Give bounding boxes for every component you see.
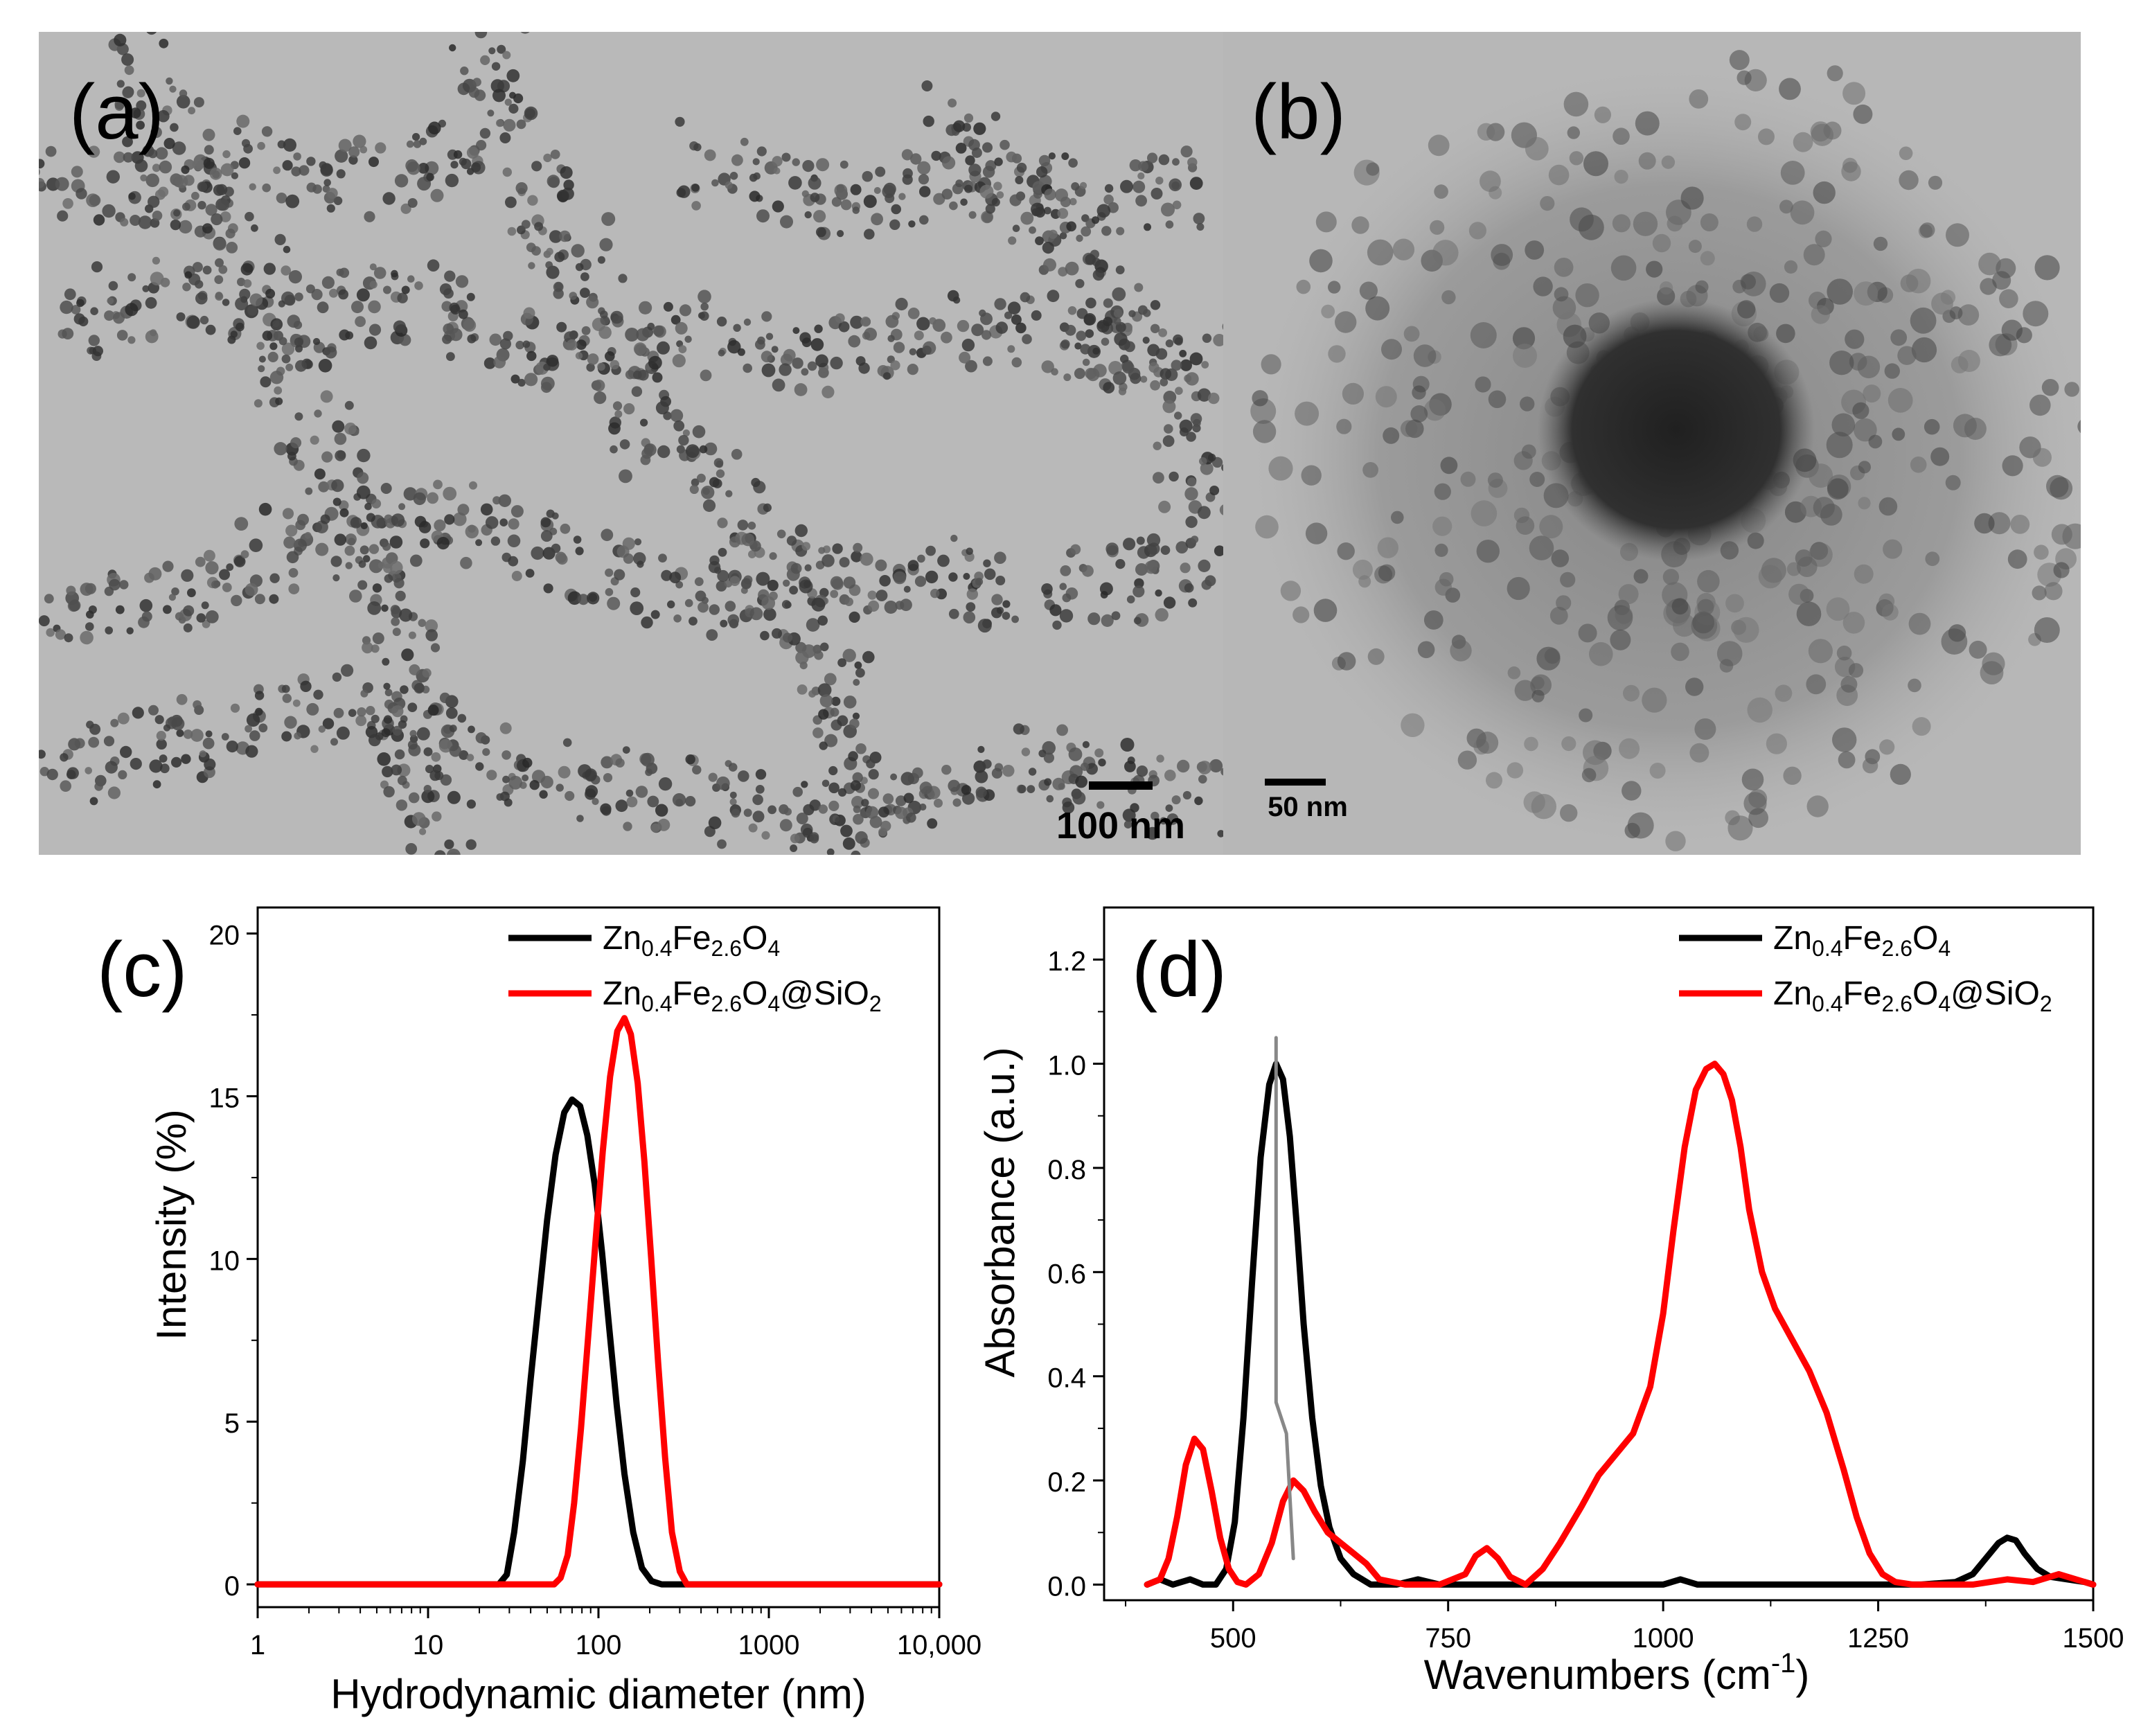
y-tick-label: 5 — [224, 1408, 240, 1439]
legend-label: Zn0.4Fe2.6O4@SiO2 — [603, 975, 882, 1016]
panel-label-a: (a) — [69, 69, 164, 155]
legend-d: Zn0.4Fe2.6O4 Zn0.4Fe2.6O4@SiO2 — [1679, 920, 2052, 1016]
y-axis-label-c: Intensity (%) — [148, 1109, 195, 1340]
axes-d: 500 750 1000 1250 1500 0.0 0.2 0.4 0.6 0.8 1.0 1.2 — [1047, 906, 2124, 1654]
chart-d: (d) 500 750 1000 1250 1500 0.0 0.2 0.4 0.6 0.8 1.0… — [977, 906, 2124, 1698]
panel-label-d: (d) — [1132, 926, 1227, 1013]
scale-bar-a — [1089, 781, 1153, 790]
legend-label: Zn0.4Fe2.6O4 — [603, 920, 780, 961]
x-tick-label: 1000 — [1633, 1623, 1694, 1654]
legend-c: Zn0.4Fe2.6O4 Zn0.4Fe2.6O4@SiO2 — [508, 920, 882, 1016]
legend-label: Zn0.4Fe2.6O4@SiO2 — [1773, 975, 2052, 1016]
x-tick-label: 750 — [1425, 1623, 1471, 1654]
x-axis-label-d: Wavenumbers (cm-1) — [1424, 1648, 1810, 1698]
y-tick-label: 0 — [224, 1571, 240, 1602]
x-tick-label: 1 — [250, 1630, 265, 1660]
y-tick-label: 1.0 — [1047, 1051, 1086, 1081]
panel-label-b: (b) — [1251, 69, 1346, 155]
x-tick-label: 1000 — [738, 1630, 800, 1660]
core-shell-cluster — [1250, 50, 2081, 851]
y-tick-label: 10 — [209, 1246, 240, 1276]
guide-line — [1274, 1036, 1295, 1561]
y-tick-label: 15 — [209, 1083, 240, 1113]
x-tick-label: 100 — [576, 1630, 622, 1660]
series-line — [1144, 1061, 2097, 1588]
panel-b: (b) 50 nm — [1223, 32, 2081, 855]
y-tick-label: 0.2 — [1047, 1467, 1086, 1498]
series-line — [254, 1096, 943, 1588]
x-tick-label: 10 — [413, 1630, 444, 1660]
series-group-c — [254, 1015, 943, 1588]
chart-c: (c) 1 10 100 1000 10,000 0 5 10 15 20 Zn0.4Fe2.6O… — [97, 906, 981, 1717]
legend-label: Zn0.4Fe2.6O4 — [1773, 920, 1951, 961]
y-tick-label: 20 — [209, 921, 240, 951]
y-axis-label-d: Absorbance (a.u.) — [977, 1047, 1023, 1378]
series-group-d — [1144, 1036, 2097, 1588]
scale-bar-label-a: 100 nm — [1056, 805, 1185, 847]
panel-label-c: (c) — [97, 926, 188, 1013]
x-tick-label: 1250 — [1847, 1623, 1909, 1654]
x-tick-label: 10,000 — [897, 1630, 981, 1660]
nanoparticle-network-a — [39, 32, 1223, 855]
axes-c: 1 10 100 1000 10,000 0 5 10 15 20 — [209, 906, 981, 1660]
y-tick-label: 1.2 — [1047, 946, 1086, 977]
scale-bar-label-b: 50 nm — [1268, 792, 1348, 822]
y-tick-label: 0.0 — [1047, 1571, 1086, 1602]
panel-a: (a) 100 nm — [39, 32, 1223, 855]
x-axis-label-c: Hydrodynamic diameter (nm) — [330, 1671, 867, 1717]
series-line — [1144, 1061, 2097, 1588]
scale-bar-b — [1265, 779, 1326, 786]
x-tick-label: 500 — [1210, 1623, 1256, 1654]
y-tick-label: 0.6 — [1047, 1259, 1086, 1289]
x-tick-label: 1500 — [2063, 1623, 2124, 1654]
y-tick-label: 0.8 — [1047, 1155, 1086, 1185]
y-tick-label: 0.4 — [1047, 1363, 1086, 1394]
plot-frame — [256, 906, 941, 1609]
series-line — [254, 1015, 943, 1588]
plot-frame — [1103, 906, 2095, 1602]
